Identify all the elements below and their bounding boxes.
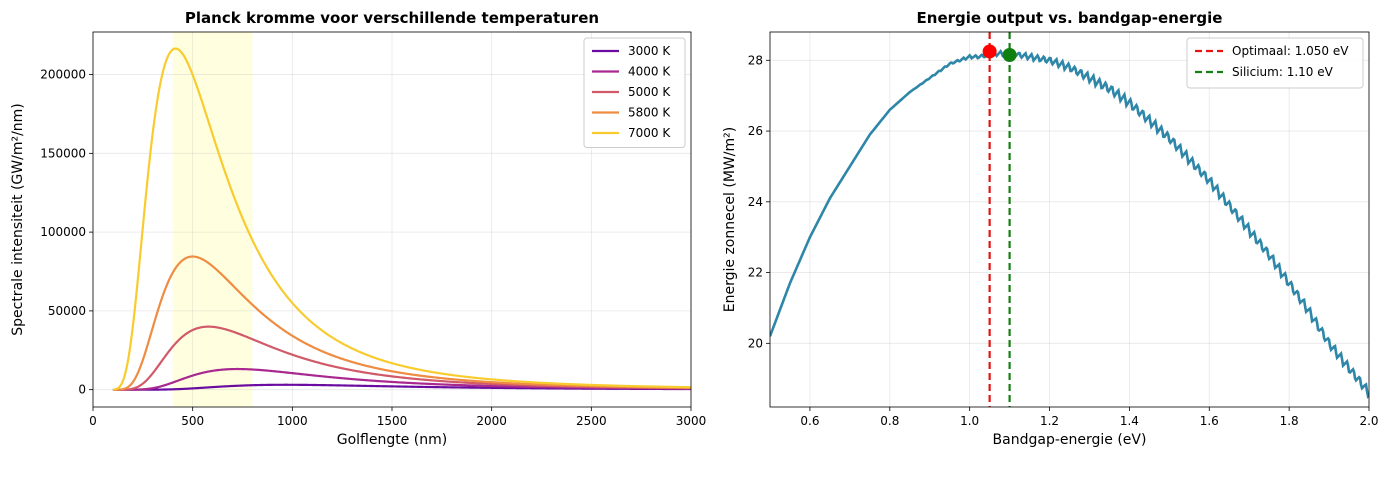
x-tick-label: 2000 — [476, 414, 507, 428]
legend-box — [583, 37, 686, 148]
x-tick-label: 0.8 — [880, 414, 899, 428]
legend-label: Optimaal: 1.050 eV — [1232, 44, 1349, 58]
silicon-point — [1002, 47, 1017, 62]
x-tick-label: 1.4 — [1120, 414, 1139, 428]
plot-frame — [92, 31, 692, 408]
legend-label: 3000 K — [628, 44, 671, 58]
legend-box — [1186, 37, 1364, 89]
x-tick-label: 1.6 — [1200, 414, 1219, 428]
bandgap-chart: 0.6 0.8 1.0 1.2 1.4 1.6 1.8 2.0 20 22 24 26 28 Energi… — [722, 9, 1379, 448]
plot-frame — [769, 31, 1370, 408]
legend-label: 5800 K — [628, 106, 671, 120]
y-tick-label: 150000 — [40, 146, 86, 160]
y-tick-label: 100000 — [40, 225, 86, 239]
y-tick-label: 26 — [748, 124, 763, 138]
x-tick-label: 1.0 — [960, 414, 979, 428]
legend: Optimaal: 1.050 eV Silicium: 1.10 eV — [1186, 37, 1364, 89]
y-axis-label: Spectrale intensiteit (GW/m²/nm) — [10, 103, 26, 336]
x-tick-label: 0 — [89, 414, 97, 428]
y-tick-label: 28 — [748, 53, 763, 67]
series-group — [112, 47, 691, 391]
y-tick-label: 22 — [748, 266, 763, 280]
legend-label: 5000 K — [628, 85, 671, 99]
x-tick-label: 500 — [181, 414, 204, 428]
x-tick-label: 1500 — [377, 414, 408, 428]
chart-title: Planck kromme voor verschillende tempera… — [185, 9, 599, 27]
y-tick-label: 0 — [78, 383, 86, 397]
y-tick-label: 200000 — [40, 68, 86, 82]
legend-label: 7000 K — [628, 126, 671, 140]
x-tick-label: 2.0 — [1359, 414, 1378, 428]
x-tick-label: 1.2 — [1040, 414, 1059, 428]
x-axis-label: Golflengte (nm) — [337, 432, 447, 448]
series-group — [770, 48, 1369, 399]
legend-label: Silicium: 1.10 eV — [1232, 65, 1334, 79]
optimal-point — [982, 44, 997, 59]
legend-label: 4000 K — [628, 65, 671, 79]
legend: 3000 K 4000 K 5000 K 5800 K 7000 K — [583, 37, 686, 148]
series-line — [112, 47, 691, 391]
visible-light-band — [172, 32, 253, 407]
x-tick-label: 1.8 — [1280, 414, 1299, 428]
y-tick-label: 50000 — [48, 304, 86, 318]
x-tick-label: 1000 — [277, 414, 308, 428]
planck-chart: 0 500 1000 1500 2000 2500 3000 0 50000 100000 1500… — [10, 9, 706, 448]
y-tick-label: 24 — [748, 195, 763, 209]
x-tick-label: 2500 — [576, 414, 607, 428]
series-line — [112, 255, 691, 391]
x-tick-label: 3000 — [676, 414, 707, 428]
energy-output-line — [770, 48, 1369, 399]
x-axis-label: Bandgap-energie (eV) — [993, 432, 1147, 448]
y-tick-label: 20 — [748, 336, 763, 350]
y-axis-label: Energie zonnecel (MW/m²) — [722, 127, 738, 312]
chart-title: Energie output vs. bandgap-energie — [917, 9, 1223, 27]
x-tick-label: 0.6 — [800, 414, 819, 428]
